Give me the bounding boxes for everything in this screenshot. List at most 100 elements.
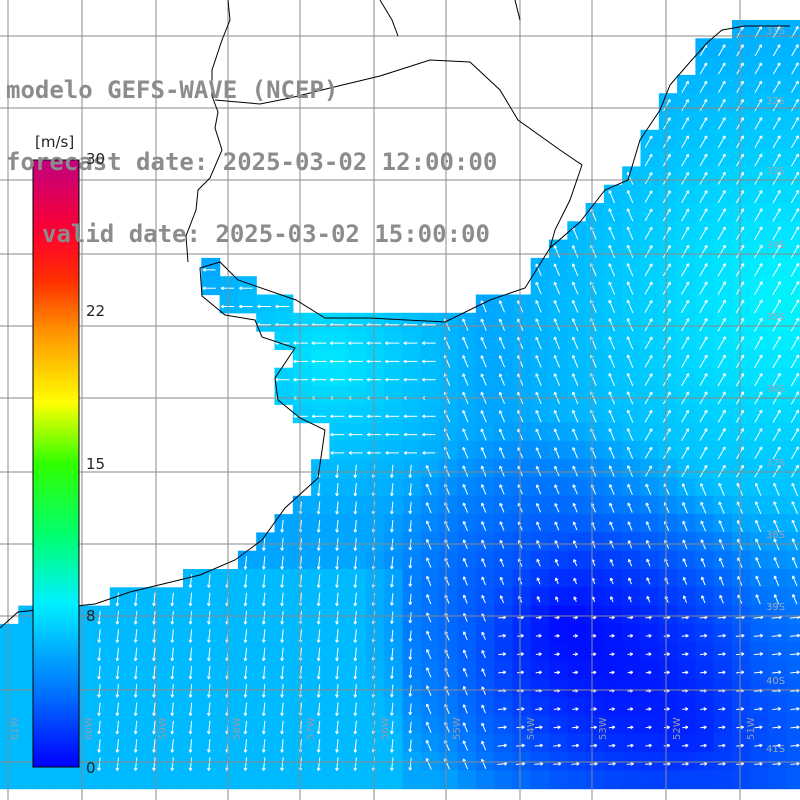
- speed-cell: [366, 532, 385, 552]
- speed-cell: [366, 715, 385, 735]
- speed-cell: [603, 257, 623, 277]
- speed-cell: [658, 514, 678, 533]
- speed-cell: [622, 477, 642, 497]
- wind-arrow: [207, 574, 211, 588]
- speed-cell: [695, 715, 715, 735]
- speed-cell: [475, 642, 495, 662]
- wind-arrow: [626, 354, 634, 368]
- speed-cell: [475, 752, 495, 771]
- speed-cell: [567, 294, 587, 314]
- wind-arrow: [790, 244, 800, 259]
- speed-cell: [475, 532, 495, 552]
- speed-cell: [457, 495, 477, 515]
- speed-cell: [219, 752, 239, 771]
- wind-arrow: [553, 281, 561, 295]
- wind-arrow: [353, 574, 358, 588]
- speed-cell: [622, 203, 642, 222]
- wind-arrow: [499, 521, 505, 531]
- speed-cell: [256, 605, 276, 625]
- wind-arrow: [682, 725, 689, 730]
- lon-label: 58W: [232, 717, 243, 740]
- speed-cell: [219, 276, 239, 296]
- wind-arrow: [772, 153, 781, 167]
- speed-cell: [512, 367, 532, 387]
- speed-cell: [732, 697, 751, 716]
- speed-cell: [677, 715, 696, 735]
- speed-cell: [603, 367, 623, 387]
- speed-cell: [420, 660, 440, 680]
- speed-cell: [366, 404, 385, 424]
- wind-arrow: [499, 576, 505, 586]
- speed-cell: [494, 367, 513, 387]
- speed-cell: [366, 331, 385, 350]
- wind-arrow: [97, 757, 101, 771]
- wind-arrow: [462, 594, 468, 604]
- wind-arrow: [608, 263, 616, 277]
- wind-arrow: [681, 633, 689, 638]
- speed-cell: [311, 550, 330, 570]
- speed-cell: [0, 697, 19, 716]
- speed-cell: [494, 312, 513, 332]
- wind-arrow: [403, 414, 418, 419]
- wind-arrow: [681, 190, 690, 204]
- speed-cell: [384, 733, 404, 753]
- wind-arrow: [188, 684, 193, 698]
- speed-cell: [329, 550, 349, 570]
- speed-cell: [128, 605, 147, 625]
- wind-arrow: [535, 263, 542, 277]
- speed-cell: [475, 514, 495, 533]
- wind-arrow: [408, 520, 413, 533]
- speed-cell: [494, 752, 513, 771]
- wind-arrow: [480, 447, 487, 459]
- speed-cell: [677, 752, 696, 771]
- speed-cell: [622, 550, 642, 570]
- wind-arrow: [681, 263, 690, 277]
- speed-cell: [585, 276, 605, 296]
- speed-cell: [347, 331, 367, 350]
- speed-cell: [402, 623, 422, 643]
- wind-arrow: [188, 665, 193, 680]
- speed-cell: [384, 459, 404, 479]
- wind-arrow: [329, 377, 345, 382]
- speed-cell: [695, 660, 715, 680]
- wind-arrow: [663, 446, 671, 459]
- wind-arrow: [353, 610, 358, 625]
- wind-arrow: [480, 336, 487, 350]
- speed-cell: [786, 459, 800, 479]
- speed-cell: [402, 752, 422, 771]
- speed-cell: [622, 752, 642, 771]
- wind-arrow: [316, 556, 321, 570]
- wind-arrow: [718, 62, 726, 75]
- speed-cell: [384, 532, 404, 552]
- wind-arrow: [645, 670, 652, 675]
- wind-arrow: [243, 592, 248, 607]
- speed-cell: [457, 569, 477, 588]
- speed-cell: [494, 550, 513, 570]
- speed-cell: [768, 514, 788, 533]
- wind-arrow: [772, 317, 781, 332]
- wind-arrow: [700, 743, 707, 748]
- speed-cell: [512, 678, 532, 698]
- wind-arrow: [261, 647, 266, 662]
- speed-cell: [384, 349, 404, 369]
- speed-cell: [274, 642, 294, 662]
- speed-cell: [658, 715, 678, 735]
- wind-arrow: [330, 432, 345, 437]
- wind-arrow: [681, 652, 689, 656]
- speed-cell: [347, 312, 367, 332]
- wind-arrow: [499, 465, 505, 477]
- lat-label: 32S: [766, 96, 786, 107]
- wind-arrow: [348, 414, 363, 419]
- speed-cell: [274, 312, 294, 332]
- wind-arrow: [425, 758, 432, 770]
- speed-cell: [622, 605, 642, 625]
- speed-cell: [549, 605, 568, 625]
- wind-arrow: [535, 336, 542, 350]
- wind-arrow: [335, 501, 339, 515]
- speed-cell: [494, 440, 513, 460]
- speed-cell: [475, 367, 495, 387]
- speed-cell: [329, 312, 349, 332]
- speed-cell: [0, 642, 19, 662]
- wind-arrow: [645, 521, 651, 531]
- speed-cell: [567, 514, 587, 533]
